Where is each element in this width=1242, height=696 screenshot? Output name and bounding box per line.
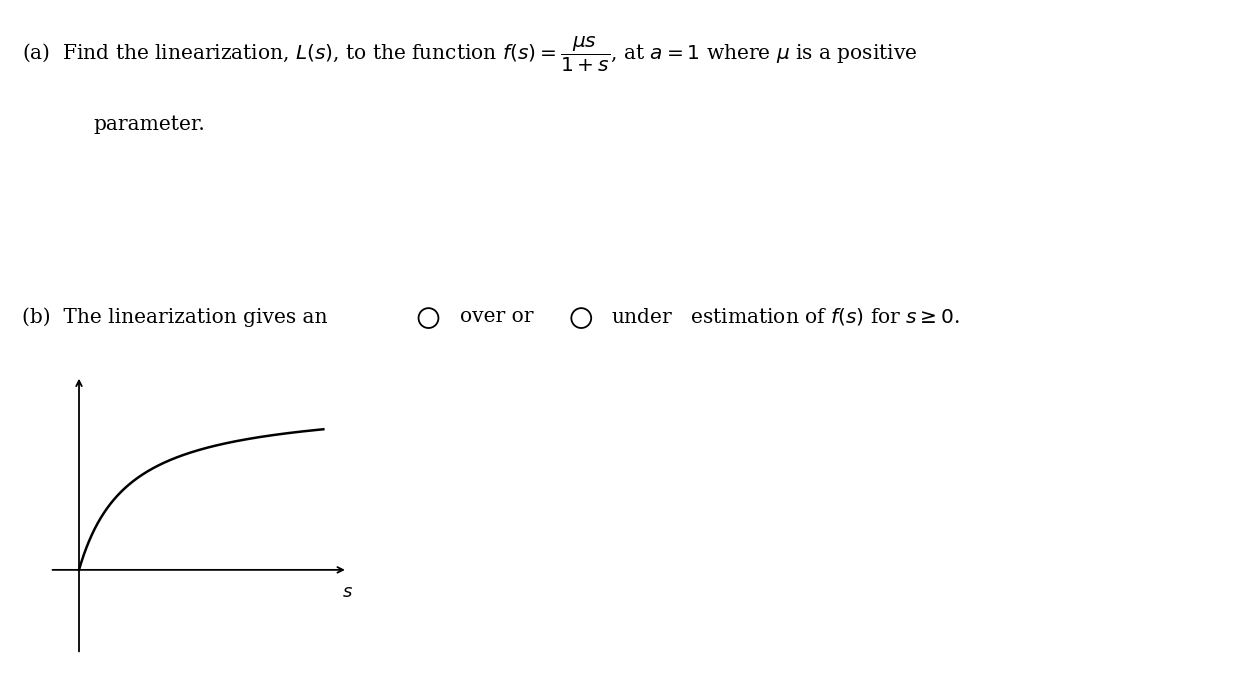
Text: over or: over or xyxy=(460,307,533,326)
Text: (b)  The linearization gives an: (b) The linearization gives an xyxy=(22,307,328,326)
Text: under   estimation of $f(s)$ for $s \geq 0$.: under estimation of $f(s)$ for $s \geq 0… xyxy=(611,306,960,327)
Text: $s$: $s$ xyxy=(343,583,353,601)
Text: (a)  Find the linearization, $L(s)$, to the function $f(s) = \dfrac{\mu s}{1+s}$: (a) Find the linearization, $L(s)$, to t… xyxy=(22,35,918,74)
Text: parameter.: parameter. xyxy=(93,115,205,134)
